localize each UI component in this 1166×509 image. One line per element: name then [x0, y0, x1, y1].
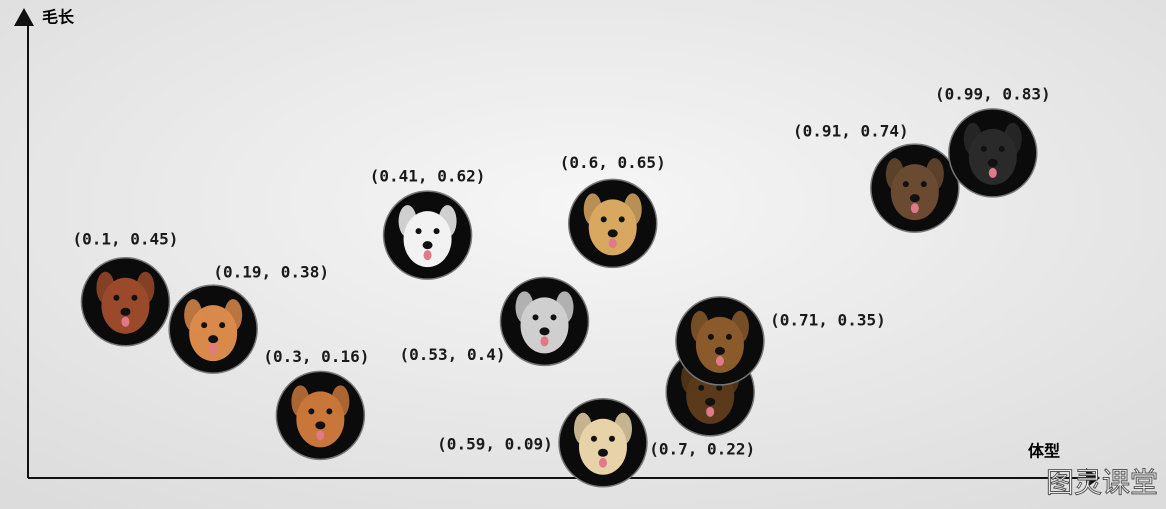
dog-nose: [987, 158, 998, 167]
dog-eye: [618, 216, 625, 223]
dog-tongue: [121, 316, 130, 327]
dog-eye: [725, 333, 732, 340]
dog-ear: [573, 412, 592, 445]
dog-eye: [131, 294, 138, 301]
dog-ear: [184, 299, 203, 332]
dog-eye: [590, 435, 597, 442]
dog-tongue: [715, 355, 724, 366]
data-label: (0.71, 0.35): [770, 310, 886, 329]
dog-nose: [208, 335, 219, 344]
dog-tongue: [209, 344, 218, 355]
dog-eye: [219, 322, 226, 329]
dog-eye: [532, 314, 539, 321]
dog-eye: [980, 145, 987, 152]
dog-eye: [707, 333, 714, 340]
dog-tongue: [598, 457, 607, 468]
dog-eye: [415, 228, 422, 235]
dog-eye: [308, 408, 315, 415]
dog-marker: [168, 284, 258, 374]
dog-nose: [597, 448, 608, 457]
dog-tongue: [910, 203, 919, 214]
data-label: (0.3, 0.16): [263, 347, 369, 366]
data-label: (0.41, 0.62): [370, 167, 486, 186]
dog-ear: [730, 310, 749, 343]
dog-nose: [705, 397, 716, 406]
data-label: (0.1, 0.45): [72, 229, 178, 248]
dog-nose: [539, 327, 550, 336]
dog-tongue: [706, 406, 715, 417]
dog-tongue: [540, 336, 549, 347]
dog-eye: [716, 384, 723, 391]
dog-eye: [600, 216, 607, 223]
dog-eye: [698, 384, 705, 391]
dog-tongue: [608, 238, 617, 249]
data-label: (0.59, 0.09): [437, 434, 553, 453]
dog-nose: [909, 194, 920, 203]
dog-ear: [555, 291, 574, 324]
dog-ear: [331, 385, 350, 418]
dog-marker: [499, 276, 590, 367]
dog-tongue: [988, 167, 997, 178]
x-axis-label: 体型: [1028, 442, 1060, 461]
dog-nose: [315, 421, 326, 430]
data-label: (0.19, 0.38): [213, 263, 329, 282]
y-axis-label: 毛长: [42, 8, 75, 27]
dog-nose: [422, 241, 433, 250]
dog-ear: [136, 271, 155, 304]
dog-marker: [948, 108, 1038, 198]
data-label: (0.91, 0.74): [793, 122, 909, 141]
dog-nose: [607, 229, 618, 238]
dog-marker: [870, 143, 960, 233]
dog-eye: [998, 145, 1005, 152]
dog-tongue: [423, 250, 432, 261]
data-label: (0.53, 0.4): [400, 345, 506, 364]
dog-ear: [515, 291, 534, 324]
dog-marker: [567, 178, 658, 269]
dog-eye: [920, 181, 927, 188]
data-label: (0.99, 0.83): [935, 84, 1051, 103]
dog-eye: [433, 228, 440, 235]
dog-marker: [382, 190, 473, 280]
dog-ear: [925, 158, 944, 191]
dog-ear: [623, 193, 642, 226]
y-axis-arrow: [14, 8, 34, 26]
dog-ear: [438, 205, 457, 238]
dog-eye: [326, 408, 333, 415]
dog-ear: [224, 299, 243, 332]
dog-marker: [558, 398, 648, 488]
dog-ear: [690, 310, 709, 343]
data-label: (0.6, 0.65): [560, 153, 666, 172]
dog-eye: [201, 322, 208, 329]
dog-ear: [963, 122, 982, 155]
dog-eye: [608, 435, 615, 442]
dog-ear: [613, 412, 632, 445]
dog-ear: [398, 205, 417, 238]
dog-nose: [120, 307, 131, 316]
dog-nose: [714, 346, 725, 355]
dog-ear: [885, 158, 904, 191]
dog-ear: [1003, 122, 1022, 155]
dog-marker: [675, 296, 765, 386]
dog-eye: [113, 294, 120, 301]
dog-marker: [80, 257, 171, 347]
dog-tongue: [316, 430, 325, 441]
dog-marker: [275, 370, 366, 461]
watermark: 图灵课堂: [1046, 466, 1158, 499]
dog-eye: [550, 314, 557, 321]
x-axis-arrow: [1086, 468, 1100, 488]
dog-ear: [583, 193, 602, 226]
data-label: (0.7, 0.22): [649, 439, 755, 458]
dog-ear: [96, 271, 115, 304]
dog-ear: [291, 385, 310, 418]
dog-eye: [902, 181, 909, 188]
